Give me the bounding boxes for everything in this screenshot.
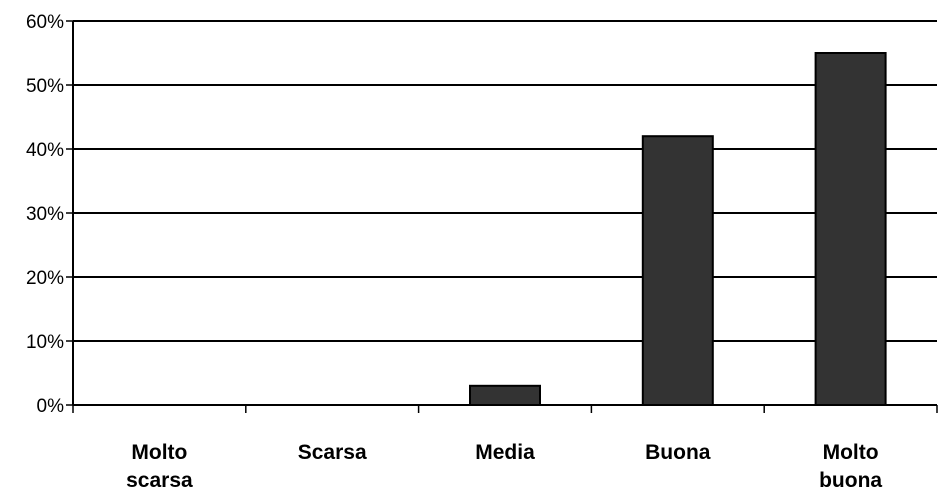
bar-layer — [469, 52, 887, 406]
grid-layer — [73, 20, 937, 342]
bar — [814, 52, 887, 406]
y-tick-label: 20% — [26, 268, 64, 289]
bar — [469, 384, 541, 406]
x-category-label: Scarsa — [298, 441, 367, 464]
bar — [641, 135, 714, 406]
y-tick-label: 10% — [26, 332, 64, 353]
x-category-label: Media — [475, 441, 535, 464]
x-category-label: Molto buona — [819, 441, 882, 492]
y-tick-label: 40% — [26, 140, 64, 161]
x-category-label: Buona — [645, 441, 711, 464]
axis-layer — [66, 20, 938, 413]
y-tick-label: 60% — [26, 12, 64, 33]
label-layer: 0% 10% 20% 30% 40% 50% 60% Molto scarsa Scarsa Med… — [26, 12, 882, 492]
y-tick-label: 0% — [37, 396, 65, 417]
x-category-label: Molto scarsa — [126, 441, 193, 492]
y-tick-label: 30% — [26, 204, 64, 225]
y-tick-label: 50% — [26, 76, 64, 97]
